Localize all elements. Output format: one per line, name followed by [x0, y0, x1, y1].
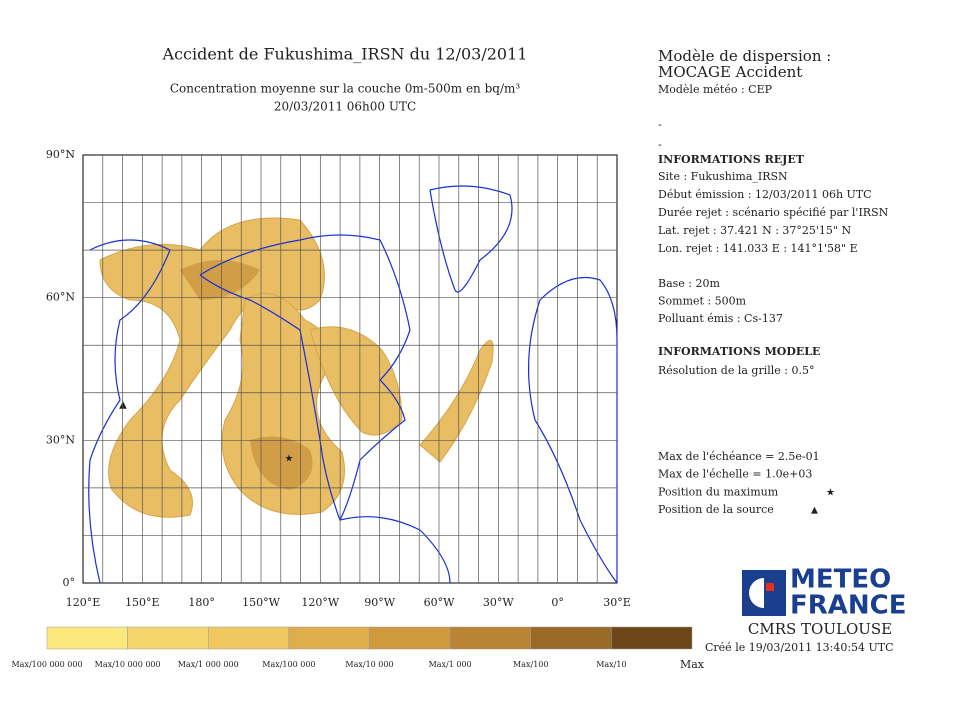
info-line: Polluant émis : Cs-137: [658, 312, 783, 325]
max-line: Max de l'échelle = 1.0e+03: [658, 468, 812, 481]
plume-core-area: [250, 436, 313, 490]
lon-label: 0°: [551, 596, 564, 609]
legend-swatch: [288, 626, 370, 650]
lon-label: 60°W: [424, 596, 455, 609]
info-heading: INFORMATIONS REJET: [658, 153, 805, 166]
lon-label: 90°W: [364, 596, 395, 609]
plume-core: [180, 260, 313, 490]
source-marker: ▲: [119, 400, 127, 411]
legend-swatch: [369, 626, 451, 650]
legend-swatch: [530, 626, 612, 650]
max-line: Position de la source: [658, 503, 774, 516]
info-line: Site : Fukushima_IRSN: [658, 170, 788, 183]
model-title: Modèle de dispersion :: [658, 47, 831, 65]
legend-swatch: [449, 626, 531, 650]
plume-area: [419, 339, 494, 463]
info-line: Début émission : 12/03/2011 06h UTC: [658, 188, 872, 201]
info-line: Résolution de la grille : 0.5°: [658, 364, 814, 377]
lon-label: 30°W: [483, 596, 514, 609]
info-line: Lon. rejet : 141.033 E : 141°1'58" E: [658, 242, 858, 255]
legend-label: Max/100 000 000: [11, 660, 82, 669]
info-line: Base : 20m: [658, 277, 720, 290]
logo-shape: [766, 583, 774, 591]
model-name: MOCAGE Accident: [658, 63, 802, 81]
legend-label: Max/10: [596, 660, 626, 669]
dash: -: [658, 118, 662, 131]
plume-core-area: [180, 260, 260, 300]
logo-shape: [749, 578, 764, 608]
coast: [199, 234, 411, 522]
info-line: Sommet : 500m: [658, 295, 747, 308]
coast: [339, 516, 451, 584]
lon-label: 180°: [188, 596, 215, 609]
logo-text: FRANCE: [790, 591, 907, 621]
lon-label: 120°E: [66, 596, 101, 609]
plume-area: [221, 292, 345, 515]
title: Accident de Fukushima_IRSN du 12/03/2011: [162, 45, 528, 64]
logo-center: CMRS TOULOUSE: [748, 620, 892, 638]
coast: [88, 239, 171, 584]
lat-label: 30°N: [46, 433, 75, 446]
legend-label: Max/1 000: [429, 660, 472, 669]
max-marker: ★: [285, 454, 294, 465]
info-heading: INFORMATIONS MODELE: [658, 345, 820, 358]
legend-label: Max/10 000: [345, 660, 393, 669]
subtitle: Concentration moyenne sur la couche 0m-5…: [170, 82, 521, 96]
lon-label: 30°E: [603, 596, 631, 609]
plume-area: [99, 217, 325, 518]
lat-label: 60°N: [46, 291, 75, 304]
lon-label: 150°E: [125, 596, 160, 609]
lon-label: 120°W: [301, 596, 339, 609]
max-line: Position du maximum: [658, 485, 779, 498]
plume: [99, 217, 494, 518]
lat-label: 90°N: [46, 148, 75, 161]
legend-label: Max/1 000 000: [178, 660, 239, 669]
info-line: Durée rejet : scénario spécifié par l'IR…: [658, 206, 889, 219]
logo-text: METEO: [790, 565, 891, 595]
max-symbol: ★: [826, 488, 835, 499]
model-meteo: Modèle météo : CEP: [658, 83, 773, 96]
map: ▲ ★: [82, 154, 618, 584]
legend-label: Max/10 000 000: [95, 660, 161, 669]
legend-swatch: [208, 626, 290, 650]
source-symbol: ▲: [811, 506, 818, 516]
legend-swatch: [127, 626, 209, 650]
max-line: Max de l'échéance = 2.5e-01: [658, 450, 820, 463]
info-line: Lat. rejet : 37.421 N : 37°25'15" N: [658, 224, 851, 237]
created: Créé le 19/03/2011 13:40:54 UTC: [705, 641, 894, 654]
legend-label: Max: [680, 658, 705, 671]
lon-label: 150°W: [242, 596, 280, 609]
legend-label: Max/100: [513, 660, 548, 669]
coastlines: [88, 185, 618, 584]
lat-label: 0°: [63, 576, 76, 589]
dash: -: [658, 138, 662, 151]
coast: [429, 185, 513, 293]
date: 20/03/2011 06h00 UTC: [274, 100, 416, 114]
legend-label: Max/100 000: [262, 660, 315, 669]
legend-swatch: [46, 626, 128, 650]
legend-swatch: [611, 626, 693, 650]
coast: [527, 276, 618, 584]
